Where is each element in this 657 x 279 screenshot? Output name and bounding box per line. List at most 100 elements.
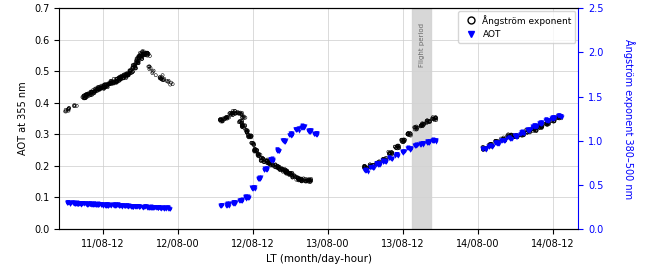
- Point: [287, 174, 298, 178]
- Point: [131, 61, 141, 65]
- Point: [157, 73, 168, 78]
- Point: [296, 179, 307, 183]
- Point: [505, 134, 516, 138]
- Point: [138, 51, 148, 56]
- Point: [224, 203, 235, 208]
- Point: [384, 151, 394, 155]
- Point: [384, 152, 395, 156]
- Point: [264, 162, 275, 166]
- Point: [125, 69, 135, 74]
- Point: [156, 206, 167, 210]
- Point: [162, 79, 172, 83]
- Point: [218, 116, 229, 121]
- Point: [281, 170, 291, 175]
- Point: [371, 161, 382, 165]
- Point: [78, 95, 89, 99]
- Point: [506, 133, 516, 137]
- Point: [101, 85, 112, 89]
- Point: [122, 204, 132, 208]
- Point: [109, 81, 120, 85]
- Point: [498, 137, 509, 141]
- Point: [517, 131, 528, 135]
- Point: [359, 165, 370, 169]
- Point: [547, 117, 557, 122]
- Point: [394, 145, 404, 150]
- Point: [217, 118, 227, 123]
- Point: [427, 116, 438, 121]
- Point: [428, 116, 439, 121]
- Point: [60, 108, 71, 112]
- Point: [361, 168, 372, 172]
- Point: [234, 198, 244, 203]
- Point: [361, 168, 372, 172]
- Point: [103, 202, 114, 207]
- Point: [271, 165, 281, 170]
- Point: [258, 160, 269, 164]
- Point: [304, 128, 314, 133]
- Point: [373, 161, 384, 165]
- Point: [267, 156, 278, 160]
- Point: [377, 160, 388, 164]
- Point: [285, 171, 296, 175]
- Point: [378, 159, 389, 164]
- Point: [547, 119, 558, 123]
- Point: [480, 146, 490, 151]
- Point: [363, 169, 373, 174]
- Point: [409, 125, 420, 129]
- Point: [481, 146, 491, 151]
- Point: [260, 167, 271, 171]
- Point: [254, 177, 264, 181]
- Point: [525, 128, 535, 132]
- Point: [547, 117, 558, 121]
- Point: [124, 204, 135, 209]
- Point: [250, 149, 261, 153]
- Point: [522, 130, 533, 135]
- Point: [140, 204, 150, 208]
- Point: [367, 164, 378, 169]
- Point: [509, 133, 520, 137]
- Point: [143, 52, 154, 57]
- Point: [478, 146, 488, 150]
- Point: [125, 205, 136, 209]
- Point: [102, 203, 112, 208]
- Point: [553, 116, 563, 120]
- Point: [386, 150, 396, 154]
- Point: [394, 144, 404, 148]
- Point: [480, 147, 491, 151]
- Point: [361, 169, 371, 174]
- Point: [134, 205, 145, 210]
- Point: [93, 87, 104, 92]
- Point: [512, 134, 522, 138]
- Point: [146, 205, 156, 209]
- Point: [127, 204, 138, 208]
- Point: [137, 55, 148, 59]
- Point: [256, 156, 266, 160]
- Point: [126, 67, 137, 72]
- Point: [235, 119, 245, 123]
- Point: [220, 115, 231, 120]
- Point: [132, 60, 143, 64]
- Point: [115, 77, 125, 81]
- Point: [516, 132, 527, 136]
- Point: [236, 198, 246, 202]
- Point: [535, 123, 545, 128]
- Point: [81, 92, 92, 97]
- Point: [86, 91, 97, 96]
- Point: [106, 82, 116, 86]
- Point: [387, 152, 397, 156]
- Point: [106, 81, 116, 85]
- Point: [270, 163, 281, 167]
- Point: [68, 201, 78, 206]
- Point: [159, 77, 170, 81]
- Point: [379, 159, 390, 163]
- Point: [242, 128, 252, 132]
- Point: [499, 139, 510, 143]
- Point: [486, 143, 497, 148]
- Point: [227, 111, 238, 116]
- Point: [152, 206, 163, 211]
- Point: [112, 203, 123, 208]
- Point: [484, 143, 494, 147]
- Point: [359, 165, 370, 169]
- Point: [524, 127, 535, 131]
- Point: [237, 113, 247, 117]
